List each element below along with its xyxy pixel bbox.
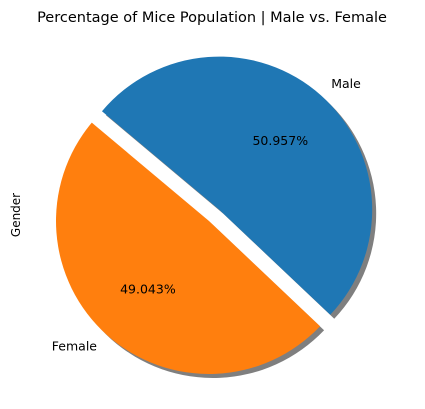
chart-title: Percentage of Mice Population | Male vs.…: [37, 10, 387, 26]
pie-slice-male: [101, 56, 373, 315]
y-axis-label: Gender: [9, 193, 23, 237]
slice-label-male: Male: [331, 76, 361, 91]
pct-label-female: 49.043%: [120, 282, 176, 297]
pct-label-male: 50.957%: [252, 133, 308, 148]
pie-labels: Female 49.043% Male 50.957%: [52, 76, 361, 354]
slice-label-female: Female: [52, 339, 98, 354]
pie-slice-female: [55, 122, 321, 375]
pie-slices: [55, 56, 373, 375]
